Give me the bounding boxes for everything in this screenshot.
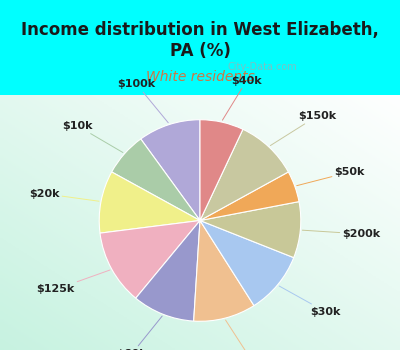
Text: $40k: $40k: [222, 76, 262, 120]
Text: $30k: $30k: [279, 286, 341, 317]
Wedge shape: [200, 220, 294, 306]
Text: Income distribution in West Elizabeth,
PA (%): Income distribution in West Elizabeth, P…: [21, 21, 379, 60]
Wedge shape: [141, 120, 200, 220]
Wedge shape: [136, 220, 200, 321]
Wedge shape: [200, 202, 301, 258]
Wedge shape: [194, 220, 254, 321]
Text: $50k: $50k: [297, 167, 365, 186]
Text: $10k: $10k: [62, 121, 123, 153]
Text: $200k: $200k: [302, 229, 381, 239]
Text: White residents: White residents: [146, 70, 254, 84]
Text: $100k: $100k: [118, 79, 168, 123]
Text: $75k: $75k: [226, 320, 266, 350]
Wedge shape: [112, 139, 200, 220]
Text: $125k: $125k: [36, 270, 110, 294]
Wedge shape: [99, 172, 200, 233]
Text: $60k: $60k: [117, 316, 162, 350]
Wedge shape: [100, 220, 200, 298]
Wedge shape: [200, 129, 288, 220]
Wedge shape: [200, 172, 299, 220]
Text: $20k: $20k: [29, 189, 99, 201]
Text: City-Data.com: City-Data.com: [228, 62, 297, 72]
Wedge shape: [200, 120, 243, 220]
Text: $150k: $150k: [270, 111, 336, 146]
